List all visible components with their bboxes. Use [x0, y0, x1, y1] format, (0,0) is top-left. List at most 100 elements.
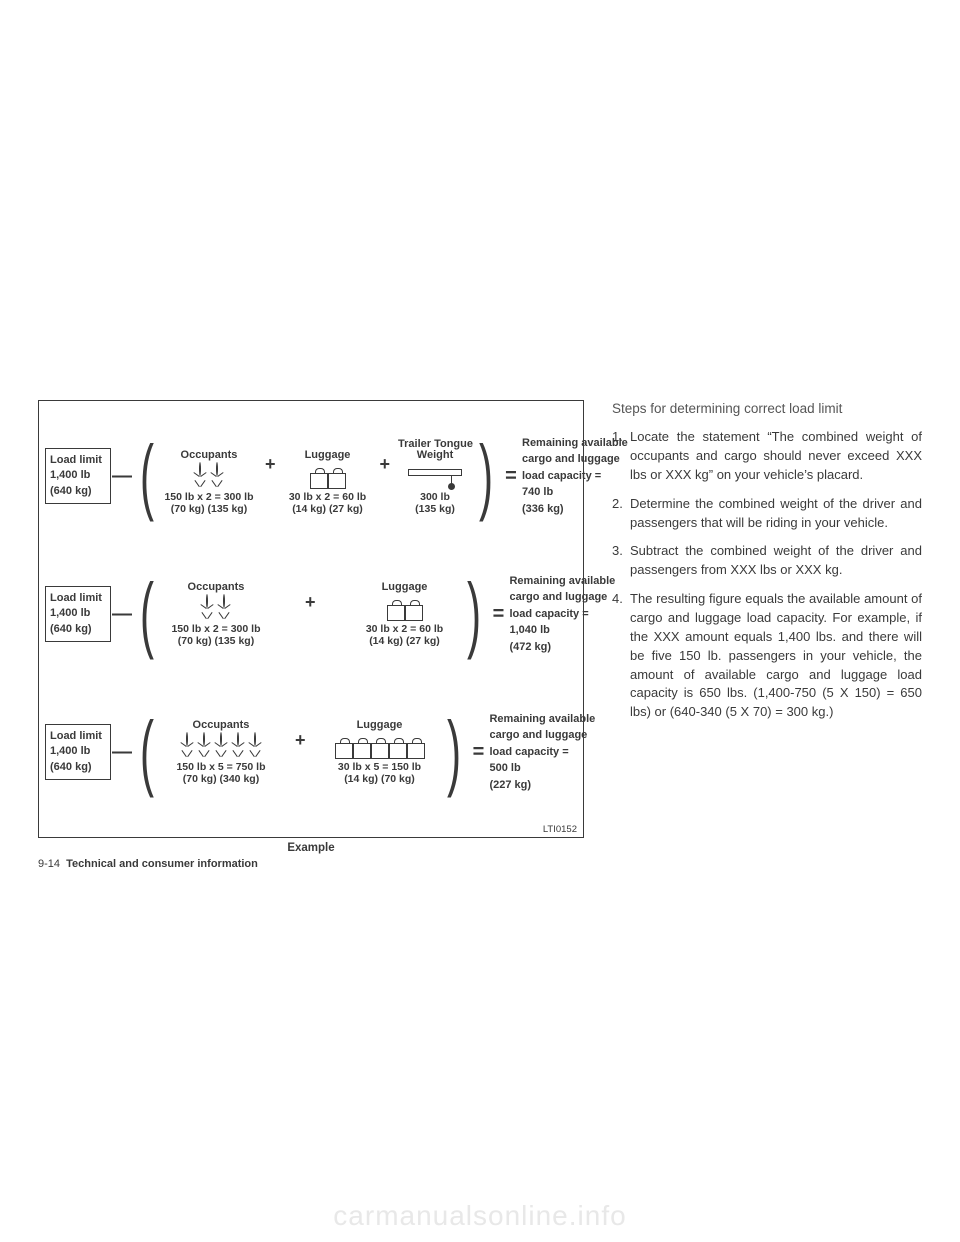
person-icon [248, 733, 262, 759]
step-item: 2.Determine the combined weight of the d… [630, 495, 922, 533]
remaining-l4: 500 lb [489, 760, 607, 777]
remaining-block: Remaining available cargo and luggage lo… [509, 573, 627, 656]
bag-icon [371, 743, 389, 759]
trailer-tongue-block: Trailer Tongue Weight 300 lb (135 kg) [398, 438, 472, 515]
occupants-label: Occupants [161, 449, 257, 461]
example-row-1: Load limit 1,400 lb (640 kg) — ( Occupan… [45, 407, 577, 545]
people-icons [161, 463, 257, 489]
person-icon [193, 463, 207, 489]
plus-icon: + [301, 592, 320, 637]
luggage-block: Luggage 30 lb x 2 = 60 lb (14 kg) (27 kg… [350, 581, 460, 647]
luggage-line2: (14 kg) (27 kg) [350, 635, 460, 647]
bracket-left-icon: ( [140, 580, 154, 647]
minus-sign: — [111, 741, 133, 764]
luggage-line1: 30 lb x 5 = 150 lb [320, 761, 440, 773]
bag-icon [328, 473, 346, 489]
bag-icon [353, 743, 371, 759]
right-column: Steps for determining correct load limit… [612, 400, 922, 870]
tongue-label2: Weight [398, 449, 472, 461]
bracket-group: ( Occupants 150 lb x 2 = 300 lb (70 kg) … [133, 438, 500, 515]
plus-icon: + [261, 454, 280, 499]
remaining-block: Remaining available cargo and luggage lo… [489, 711, 607, 794]
occupants-block: Occupants 150 lb x 5 = 750 lb (70 kg) [161, 719, 281, 785]
person-icon [231, 733, 245, 759]
person-icon [217, 595, 231, 621]
occupants-label: Occupants [161, 719, 281, 731]
tongue-line1: 300 lb [398, 491, 472, 503]
bracket-left-icon: ( [140, 442, 154, 509]
figure-code: LTI0152 [543, 824, 577, 835]
luggage-label: Luggage [320, 719, 440, 731]
example-row-2: Load limit 1,400 lb (640 kg) — ( Occupan… [45, 545, 577, 683]
people-icons [161, 595, 271, 621]
remaining-l3: load capacity = [522, 468, 640, 485]
luggage-icons [350, 595, 460, 621]
bracket-right-icon: ) [446, 718, 460, 785]
bag-icon [389, 743, 407, 759]
luggage-block: Luggage 30 lb x 5 = 150 lb (14 kg) (7 [320, 719, 440, 785]
occupants-label: Occupants [161, 581, 271, 593]
step-item: 3.Subtract the combined weight of the dr… [630, 542, 922, 580]
equals-sign: = [487, 603, 509, 626]
occupants-line2: (70 kg) (135 kg) [161, 635, 271, 647]
occupants-line1: 150 lb x 2 = 300 lb [161, 623, 271, 635]
person-icon [214, 733, 228, 759]
equals-sign: = [500, 465, 522, 488]
step-text: Determine the combined weight of the dri… [630, 496, 922, 530]
figure-caption: Example [38, 842, 584, 854]
occupants-line2: (70 kg) (135 kg) [161, 503, 257, 515]
person-icon [200, 595, 214, 621]
two-column-layout: Load limit 1,400 lb (640 kg) — ( Occupan… [38, 400, 922, 870]
luggage-label: Luggage [350, 581, 460, 593]
load-limit-line3: (640 kg) [50, 760, 106, 775]
group-inner: Occupants 150 lb x 2 = 300 lb (70 kg) (1… [161, 581, 460, 647]
page-number: 9-14 [38, 858, 60, 870]
bracket-right-icon: ) [466, 580, 480, 647]
minus-sign: — [111, 465, 133, 488]
bag-icon [387, 605, 405, 621]
left-column: Load limit 1,400 lb (640 kg) — ( Occupan… [38, 400, 584, 870]
bag-icon [335, 743, 353, 759]
bracket-group: ( Occupants 150 lb x 2 = 300 lb (70 kg) … [133, 580, 487, 647]
remaining-l1: Remaining available [509, 573, 627, 590]
equals-sign: = [467, 741, 489, 764]
minus-sign: — [111, 603, 133, 626]
step-item: 1.Locate the statement “The combined wei… [630, 428, 922, 485]
step-text: The resulting figure equals the availabl… [630, 591, 922, 719]
bag-icon [310, 473, 328, 489]
bag-icon [407, 743, 425, 759]
luggage-label: Luggage [284, 449, 372, 461]
load-limit-box: Load limit 1,400 lb (640 kg) [45, 448, 111, 504]
step-text: Locate the statement “The combined weigh… [630, 429, 922, 482]
load-limit-line2: 1,400 lb [50, 468, 106, 483]
section-title: Technical and consumer information [66, 858, 258, 870]
luggage-line1: 30 lb x 2 = 60 lb [284, 491, 372, 503]
group-inner: Occupants 150 lb x 2 = 300 lb (70 kg) (1… [161, 438, 472, 515]
bracket-right-icon: ) [479, 442, 493, 509]
person-icon [180, 733, 194, 759]
step-number: 3. [612, 542, 623, 561]
plus-icon: + [376, 454, 395, 499]
page-content: Load limit 1,400 lb (640 kg) — ( Occupan… [38, 400, 922, 870]
luggage-icons [320, 733, 440, 759]
steps-heading: Steps for determining correct load limit [612, 400, 922, 418]
remaining-l2: cargo and luggage [522, 451, 640, 468]
remaining-l5: (227 kg) [489, 777, 607, 794]
load-limit-line3: (640 kg) [50, 484, 106, 499]
load-limit-line2: 1,400 lb [50, 744, 106, 759]
occupants-line2: (70 kg) (340 kg) [161, 773, 281, 785]
remaining-l2: cargo and luggage [509, 589, 627, 606]
tongue-line2: (135 kg) [398, 503, 472, 515]
step-number: 2. [612, 495, 623, 514]
load-limit-line1: Load limit [50, 591, 106, 606]
people-icons [161, 733, 281, 759]
occupants-line1: 150 lb x 2 = 300 lb [161, 491, 257, 503]
plus-icon: + [291, 730, 310, 775]
load-limit-line1: Load limit [50, 729, 106, 744]
step-number: 4. [612, 590, 623, 609]
person-icon [197, 733, 211, 759]
remaining-l1: Remaining available [489, 711, 607, 728]
remaining-l3: load capacity = [489, 744, 607, 761]
person-icon [210, 463, 224, 489]
load-limit-line1: Load limit [50, 453, 106, 468]
